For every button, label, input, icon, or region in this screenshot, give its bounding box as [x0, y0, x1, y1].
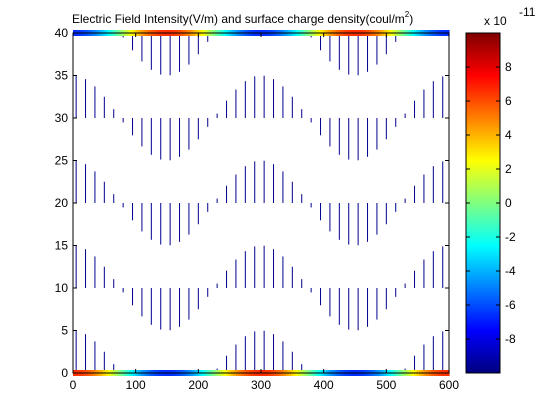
colorbar-tick-label: -6 [505, 298, 516, 312]
colorbar-exponent: -11 [519, 5, 536, 19]
field-arrows [75, 33, 444, 373]
x-axis: 0 100 200 300 400 500 600 [70, 33, 459, 392]
y-axis: 0 5 10 15 20 25 30 35 40 [55, 26, 449, 380]
chart-title-main: Electric Field Intensity(V/m) and surfac… [72, 12, 405, 26]
y-tick-label: 40 [55, 26, 69, 40]
colorbar-tick-label: 8 [505, 60, 512, 74]
x-tick-label: 0 [70, 378, 77, 392]
y-tick-label: 10 [55, 281, 69, 295]
y-tick-label: 15 [55, 239, 69, 253]
y-tick-label: 25 [55, 154, 69, 168]
chart-title-closing: ) [409, 12, 413, 26]
colorbar: 8 6 4 2 0 -2 -4 -6 -8 x 10 -11 [465, 5, 536, 374]
colorbar-exponent-label: x 10 [484, 14, 507, 28]
colorbar-tick-label: -4 [505, 264, 516, 278]
plot-area: 0 100 200 300 400 500 600 0 5 10 15 20 25 30 35 40 [55, 26, 460, 392]
colorbar-gradient [466, 33, 500, 373]
chart-title-superscript: 2 [405, 10, 410, 19]
x-tick-label: 500 [376, 378, 396, 392]
colorbar-tick-label: 4 [505, 128, 512, 142]
x-tick-label: 200 [188, 378, 208, 392]
x-tick-label: 300 [251, 378, 271, 392]
y-tick-label: 35 [55, 69, 69, 83]
chart-title: Electric Field Intensity(V/m) and surfac… [72, 10, 413, 26]
y-tick-label: 30 [55, 111, 69, 125]
y-tick-label: 0 [61, 366, 68, 380]
colorbar-tick-label: 2 [505, 162, 512, 176]
colorbar-tick-label: -2 [505, 230, 516, 244]
plot-background [73, 33, 449, 373]
colorbar-tick-label: -8 [505, 332, 516, 346]
colorbar-tick-label: 0 [505, 196, 512, 210]
x-tick-label: 100 [126, 378, 146, 392]
colorbar-ticks: 8 6 4 2 0 -2 -4 -6 -8 [466, 60, 516, 346]
y-tick-label: 5 [61, 324, 68, 338]
x-tick-label: 400 [314, 378, 334, 392]
y-tick-label: 20 [55, 196, 69, 210]
x-tick-label: 600 [439, 378, 459, 392]
colorbar-tick-label: 6 [505, 94, 512, 108]
